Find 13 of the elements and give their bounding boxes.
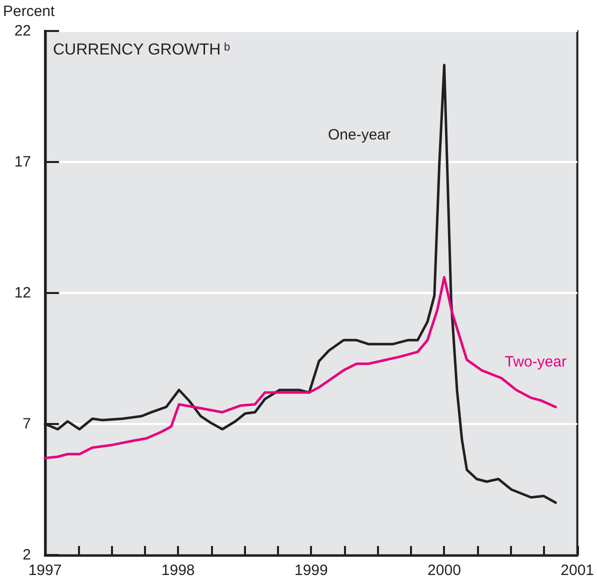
series-label: Two-year xyxy=(504,353,566,370)
x-tick-label: 2000 xyxy=(428,562,461,579)
y-tick-label: 17 xyxy=(14,154,31,170)
x-tick-label: 2001 xyxy=(560,562,594,579)
x-tick-label: 1998 xyxy=(161,562,195,579)
text: One-year xyxy=(328,126,391,144)
y-tick-label: 12 xyxy=(14,284,31,302)
y-tick-label: 7 xyxy=(22,416,31,432)
x-tick-label: 1999 xyxy=(294,562,328,579)
y-axis-title: Percent xyxy=(3,3,56,20)
y-tick-label: 22 xyxy=(14,22,31,40)
x-tick-label: 1997 xyxy=(28,562,62,579)
y-tick-label: 2 xyxy=(22,546,31,564)
